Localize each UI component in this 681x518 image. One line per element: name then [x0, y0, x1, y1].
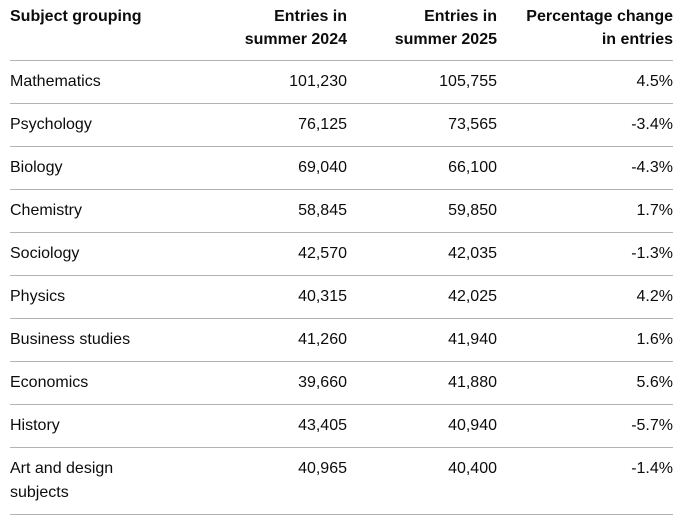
cell-entries-2025: 40,940 — [347, 404, 497, 448]
cell-subject: Economics — [10, 361, 197, 405]
cell-subject: History — [10, 404, 197, 448]
cell-entries-2024: 69,040 — [197, 146, 347, 190]
cell-subject: Psychology — [10, 103, 197, 147]
header-entries-2024-line1: Entries in — [274, 8, 347, 25]
cell-entries-2024: 41,260 — [197, 318, 347, 362]
cell-subject: Sociology — [10, 232, 197, 276]
cell-percentage-change: 4.2% — [497, 275, 673, 319]
cell-subject: Chemistry — [10, 189, 197, 233]
cell-entries-2024: 40,315 — [197, 275, 347, 319]
header-percentage-change: Percentage change in entries — [497, 0, 673, 61]
table-row: Art and design subjects 40,965 40,400 -1… — [10, 447, 673, 515]
cell-entries-2025: 41,940 — [347, 318, 497, 362]
header-percentage-change-line2: in entries — [601, 31, 673, 48]
cell-entries-2025: 42,025 — [347, 275, 497, 319]
cell-entries-2025: 59,850 — [347, 189, 497, 233]
cell-entries-2025: 66,100 — [347, 146, 497, 190]
cell-entries-2025: 40,400 — [347, 447, 497, 515]
header-entries-2024: Entries in summer 2024 — [197, 0, 347, 61]
table-row: Business studies 41,260 41,940 1.6% — [10, 318, 673, 362]
cell-percentage-change: 1.7% — [497, 189, 673, 233]
cell-subject: Art and design subjects — [10, 447, 197, 515]
cell-percentage-change: 1.6% — [497, 318, 673, 362]
cell-entries-2025: 73,565 — [347, 103, 497, 147]
cell-entries-2025: 105,755 — [347, 60, 497, 104]
table-row: Chemistry 58,845 59,850 1.7% — [10, 189, 673, 233]
cell-percentage-change: 4.5% — [497, 60, 673, 104]
table-row: Psychology 76,125 73,565 -3.4% — [10, 103, 673, 147]
table-row: History 43,405 40,940 -5.7% — [10, 404, 673, 448]
table-row: Mathematics 101,230 105,755 4.5% — [10, 60, 673, 104]
header-subject-label: Subject grouping — [10, 8, 142, 25]
cell-subject: Physics — [10, 275, 197, 319]
header-subject-grouping: Subject grouping — [10, 0, 197, 61]
table-header: Subject grouping Entries in summer 2024 … — [10, 0, 673, 61]
cell-entries-2024: 58,845 — [197, 189, 347, 233]
cell-percentage-change: -5.7% — [497, 404, 673, 448]
cell-percentage-change: -1.3% — [497, 232, 673, 276]
cell-entries-2025: 41,880 — [347, 361, 497, 405]
table-row: Biology 69,040 66,100 -4.3% — [10, 146, 673, 190]
table-row: Economics 39,660 41,880 5.6% — [10, 361, 673, 405]
cell-percentage-change: -1.4% — [497, 447, 673, 515]
header-entries-2025-line1: Entries in — [424, 8, 497, 25]
header-row: Subject grouping Entries in summer 2024 … — [10, 0, 673, 61]
cell-subject: Mathematics — [10, 60, 197, 104]
table-row: Sociology 42,570 42,035 -1.3% — [10, 232, 673, 276]
cell-percentage-change: -4.3% — [497, 146, 673, 190]
cell-entries-2024: 42,570 — [197, 232, 347, 276]
cell-entries-2024: 43,405 — [197, 404, 347, 448]
table-row: Physics 40,315 42,025 4.2% — [10, 275, 673, 319]
cell-percentage-change: 5.6% — [497, 361, 673, 405]
table-body: Mathematics 101,230 105,755 4.5% Psychol… — [10, 60, 673, 515]
cell-entries-2024: 101,230 — [197, 60, 347, 104]
header-entries-2025: Entries in summer 2025 — [347, 0, 497, 61]
cell-subject: Business studies — [10, 318, 197, 362]
cell-entries-2024: 76,125 — [197, 103, 347, 147]
cell-percentage-change: -3.4% — [497, 103, 673, 147]
entries-table: Subject grouping Entries in summer 2024 … — [10, 0, 673, 515]
cell-entries-2025: 42,035 — [347, 232, 497, 276]
cell-entries-2024: 40,965 — [197, 447, 347, 515]
header-entries-2024-line2: summer 2024 — [244, 31, 347, 48]
cell-entries-2024: 39,660 — [197, 361, 347, 405]
cell-subject: Biology — [10, 146, 197, 190]
header-percentage-change-line1: Percentage change — [526, 8, 673, 25]
header-entries-2025-line2: summer 2025 — [394, 31, 497, 48]
